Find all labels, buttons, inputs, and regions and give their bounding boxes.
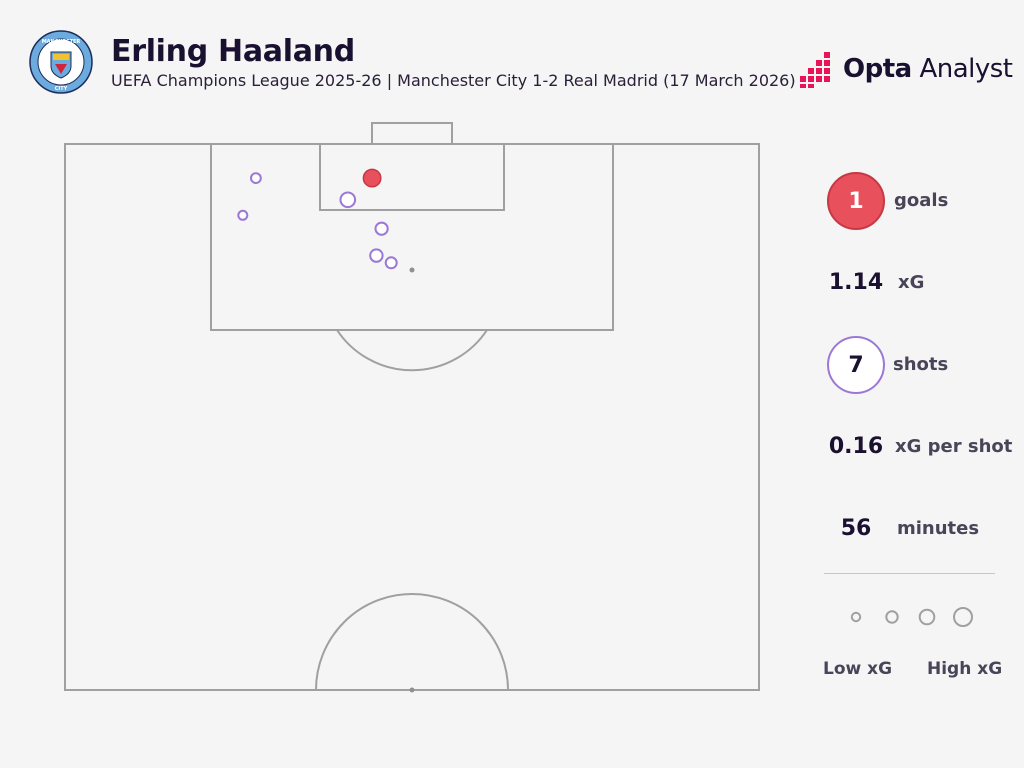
- shots-layer: [237, 168, 398, 270]
- xg-per-shot-label: xG per shot: [895, 436, 1013, 457]
- minutes-value: 56: [840, 516, 872, 541]
- shot-marker: [369, 248, 384, 263]
- goals-label: goals: [894, 190, 949, 211]
- penalty-arc: [336, 329, 488, 372]
- opta-analyst-logo: Opta Analyst: [798, 50, 1013, 90]
- xg-size-legend: [850, 607, 973, 627]
- shot-marker-goal: [362, 168, 382, 188]
- opta-bars-icon: [800, 52, 830, 88]
- legend-size-circle: [850, 611, 862, 623]
- penalty-spot: [409, 267, 415, 273]
- brand-bold: Opta: [843, 54, 912, 84]
- brand-text: Opta Analyst: [843, 54, 1013, 84]
- centre-circle: [315, 593, 509, 691]
- minutes-label: minutes: [897, 518, 980, 539]
- shot-marker: [374, 221, 389, 236]
- legend-low-label: Low xG: [823, 659, 893, 679]
- shot-marker: [339, 191, 357, 209]
- penalty-box: [210, 143, 614, 331]
- xg-value: 1.14: [828, 270, 884, 295]
- legend-high-label: High xG: [927, 659, 1003, 679]
- brand-light: Analyst: [919, 54, 1013, 84]
- crest-text-bottom: CITY: [55, 86, 68, 92]
- pitch-outline: [64, 143, 760, 691]
- shots-label: shots: [893, 354, 949, 375]
- shot-marker: [384, 256, 398, 270]
- goals-badge: 1: [827, 172, 885, 230]
- shot-marker: [237, 209, 249, 221]
- club-crest-icon: MANCHESTER CITY: [29, 30, 93, 94]
- legend-size-circle: [953, 607, 973, 627]
- pitch-lines: [64, 122, 760, 691]
- stats-divider: [824, 573, 995, 574]
- xg-per-shot-value: 0.16: [828, 434, 884, 459]
- centre-spot: [409, 687, 415, 693]
- page-title: Erling Haaland: [111, 34, 355, 69]
- match-subtitle: UEFA Champions League 2025-26 | Manchest…: [111, 71, 796, 90]
- goal-frame: [371, 122, 453, 145]
- legend-size-circle: [918, 608, 936, 626]
- crest-text-top: MANCHESTER: [42, 39, 81, 45]
- xg-label: xG: [898, 272, 925, 293]
- legend-size-circle: [885, 610, 899, 624]
- shots-badge: 7: [827, 336, 885, 394]
- shot-marker: [250, 172, 262, 185]
